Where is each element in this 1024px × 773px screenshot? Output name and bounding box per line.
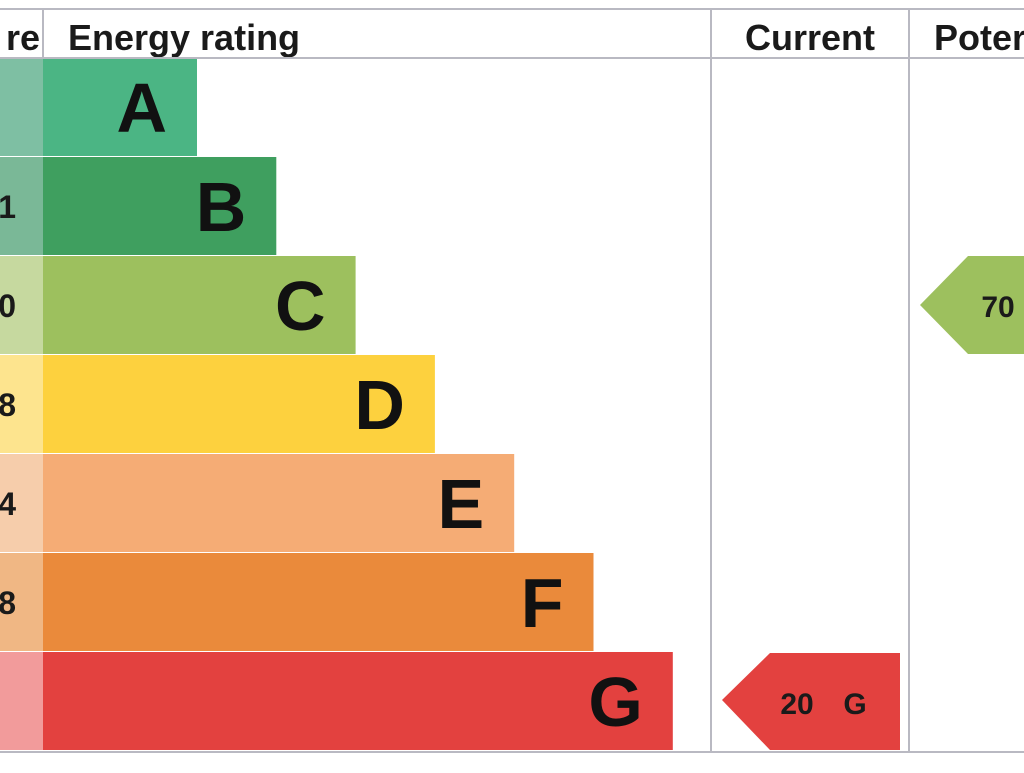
band-bar-c: [43, 256, 356, 354]
band-bar-g: [43, 652, 673, 750]
band-bar-e: [43, 454, 515, 552]
grid-lines: [0, 8, 1024, 753]
score-range-label: 4: [0, 486, 16, 522]
score-header: re: [6, 17, 40, 58]
potential-rating-arrow: 70: [920, 256, 1024, 354]
current-value: 20: [780, 688, 813, 721]
score-range-label: 8: [0, 585, 16, 621]
current-band: G: [843, 688, 866, 721]
band-bar-f: [43, 553, 594, 651]
band-letter-f: F: [521, 564, 564, 642]
band-letter-b: B: [196, 168, 247, 246]
score-range-label: 1: [0, 189, 16, 225]
potential-value: 70: [981, 291, 1014, 324]
score-column: 1 0 8 4 8: [0, 58, 43, 750]
score-range-label: 0: [0, 288, 16, 324]
band-letter-g: G: [588, 663, 642, 741]
band-letter-a: A: [116, 69, 167, 147]
score-cell-a: [0, 58, 43, 156]
score-cell-d: [0, 355, 43, 453]
band-letter-e: E: [437, 465, 484, 543]
score-cell-f: [0, 553, 43, 651]
band-bar-d: [43, 355, 435, 453]
band-bar-b: [43, 157, 277, 255]
score-cell-b: [0, 157, 43, 255]
current-arrow-shape: [722, 653, 900, 750]
band-letter-c: C: [275, 267, 326, 345]
current-header: Current: [745, 17, 875, 58]
band-letter-d: D: [354, 366, 405, 444]
energy-rating-header: Energy rating: [68, 17, 300, 58]
score-cell-c: [0, 256, 43, 354]
potential-arrow-shape: [920, 256, 1024, 354]
score-range-label: 8: [0, 387, 16, 423]
potential-header: Poter: [934, 17, 1024, 58]
score-cell-e: [0, 454, 43, 552]
score-cell-g: [0, 652, 43, 750]
current-rating-arrow: 20 G: [722, 653, 900, 750]
band-bar-a: [43, 58, 197, 156]
